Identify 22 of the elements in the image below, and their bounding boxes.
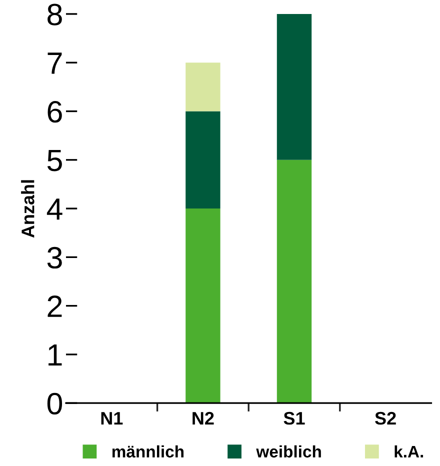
legend-label: männlich <box>112 445 184 458</box>
y-tick-label: 0 <box>47 392 62 414</box>
y-tick-label: 6 <box>48 100 62 123</box>
legend-label: k.A. <box>394 445 424 458</box>
x-tick-label: S1 <box>284 412 305 425</box>
bar <box>186 111 220 209</box>
y-tick-label: 7 <box>48 52 62 74</box>
y-tick-label: 8 <box>48 4 62 26</box>
x-tick-label: N1 <box>101 412 123 425</box>
y-tick-label: 3 <box>47 246 62 269</box>
bar <box>186 62 220 112</box>
x-tick-label: S2 <box>375 412 396 425</box>
y-tick-label: 1 <box>48 344 62 366</box>
bar <box>276 160 312 404</box>
bar <box>186 208 220 404</box>
y-tick-label: 2 <box>48 296 62 317</box>
bar <box>276 14 312 160</box>
y-axis-title: Anzahl <box>21 180 34 238</box>
x-tick-label: N2 <box>192 412 214 425</box>
legend-label: weiblich <box>256 445 321 458</box>
y-tick-label: 5 <box>47 150 62 172</box>
y-tick-label: 4 <box>46 198 62 220</box>
